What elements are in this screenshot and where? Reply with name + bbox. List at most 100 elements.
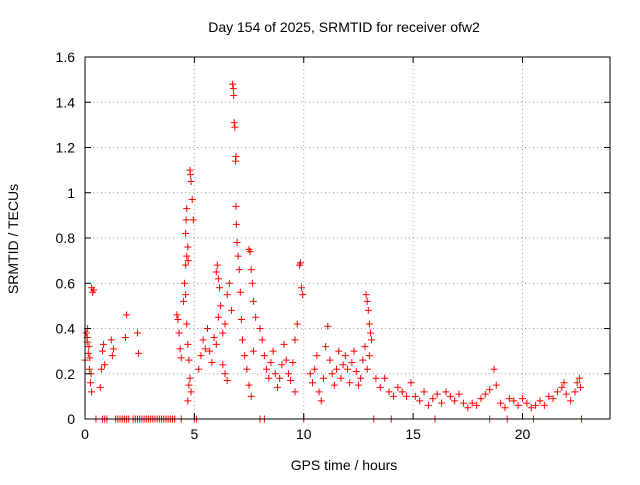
data-point — [276, 374, 284, 382]
data-point — [306, 370, 314, 378]
data-point — [575, 374, 583, 382]
data-point — [182, 229, 190, 237]
data-point — [179, 297, 187, 305]
axes: 0 5 10 15 20 0 0.2 0.4 0.6 0.8 1 1.2 1.4 1.6 — [56, 49, 611, 442]
data-point — [175, 329, 183, 337]
data-point — [490, 365, 498, 373]
data-point — [366, 329, 374, 337]
data-point — [361, 343, 369, 351]
data-point — [84, 349, 92, 357]
data-point — [420, 388, 428, 396]
data-point — [97, 365, 105, 373]
data-point — [234, 252, 242, 260]
data-point — [339, 361, 347, 369]
data-point — [492, 381, 500, 389]
data-point — [363, 297, 371, 305]
data-point — [486, 386, 494, 394]
y-tick-label: 1.4 — [56, 94, 76, 110]
data-point — [365, 352, 373, 360]
data-point — [231, 123, 239, 131]
data-point — [173, 311, 181, 319]
data-point — [324, 322, 332, 330]
data-point — [510, 397, 518, 405]
data-point — [183, 320, 191, 328]
y-tick-label: 0.8 — [56, 230, 76, 246]
data-point — [219, 329, 227, 337]
x-tick-label: 5 — [190, 426, 198, 442]
data-point — [235, 266, 243, 274]
data-point — [352, 367, 360, 375]
data-point — [260, 352, 268, 360]
data-point — [189, 216, 197, 224]
data-point — [214, 275, 222, 283]
data-point — [184, 397, 192, 405]
data-point — [197, 352, 205, 360]
data-point — [319, 374, 327, 382]
data-point — [228, 306, 236, 314]
data-point — [184, 257, 192, 265]
data-point — [223, 377, 231, 385]
data-point — [468, 399, 476, 407]
data-point — [101, 361, 109, 369]
data-point — [403, 392, 411, 400]
data-point — [322, 343, 330, 351]
data-point — [185, 356, 193, 364]
data-point — [315, 388, 323, 396]
data-point — [284, 370, 292, 378]
data-point — [505, 395, 513, 403]
data-point — [243, 365, 251, 373]
data-point — [186, 374, 194, 382]
data-point — [90, 286, 98, 294]
data-point — [309, 379, 316, 387]
data-point — [186, 171, 194, 179]
data-point — [562, 390, 570, 398]
data-point — [291, 336, 299, 344]
data-point — [385, 388, 393, 396]
data-point — [407, 379, 415, 387]
data-point — [99, 347, 106, 355]
data-point — [201, 345, 209, 353]
data-point — [233, 239, 241, 247]
data-point — [88, 388, 96, 396]
data-point — [473, 401, 481, 409]
data-point — [545, 392, 553, 400]
data-point — [532, 401, 540, 409]
data-point — [536, 397, 544, 405]
data-point — [278, 361, 286, 369]
data-point — [206, 347, 214, 355]
data-point — [85, 343, 93, 351]
data-point — [249, 347, 257, 355]
data-point — [185, 381, 193, 389]
data-point — [121, 334, 129, 342]
data-point — [280, 340, 288, 348]
data-point — [477, 395, 485, 403]
data-point — [348, 358, 356, 366]
data-point — [372, 374, 380, 382]
data-point — [187, 177, 195, 185]
data-point — [433, 390, 441, 398]
data-point — [241, 352, 249, 360]
data-point — [328, 370, 336, 378]
data-point — [229, 85, 237, 93]
data-point — [359, 356, 367, 364]
x-axis-label: GPS time / hours — [291, 457, 398, 473]
data-point — [481, 390, 489, 398]
data-point — [134, 329, 141, 337]
data-point — [376, 383, 384, 391]
data-point — [182, 216, 190, 224]
data-point — [212, 268, 220, 276]
data-point — [298, 284, 306, 292]
y-axis-label: SRMTID / TECUs — [5, 184, 21, 294]
data-point — [363, 365, 371, 373]
x-tick-label: 20 — [515, 426, 531, 442]
data-point — [567, 397, 575, 405]
data-point — [416, 397, 424, 405]
data-point — [221, 320, 229, 328]
data-point — [451, 397, 459, 405]
data-point — [86, 379, 94, 387]
data-point — [256, 325, 264, 332]
data-point — [123, 311, 131, 319]
